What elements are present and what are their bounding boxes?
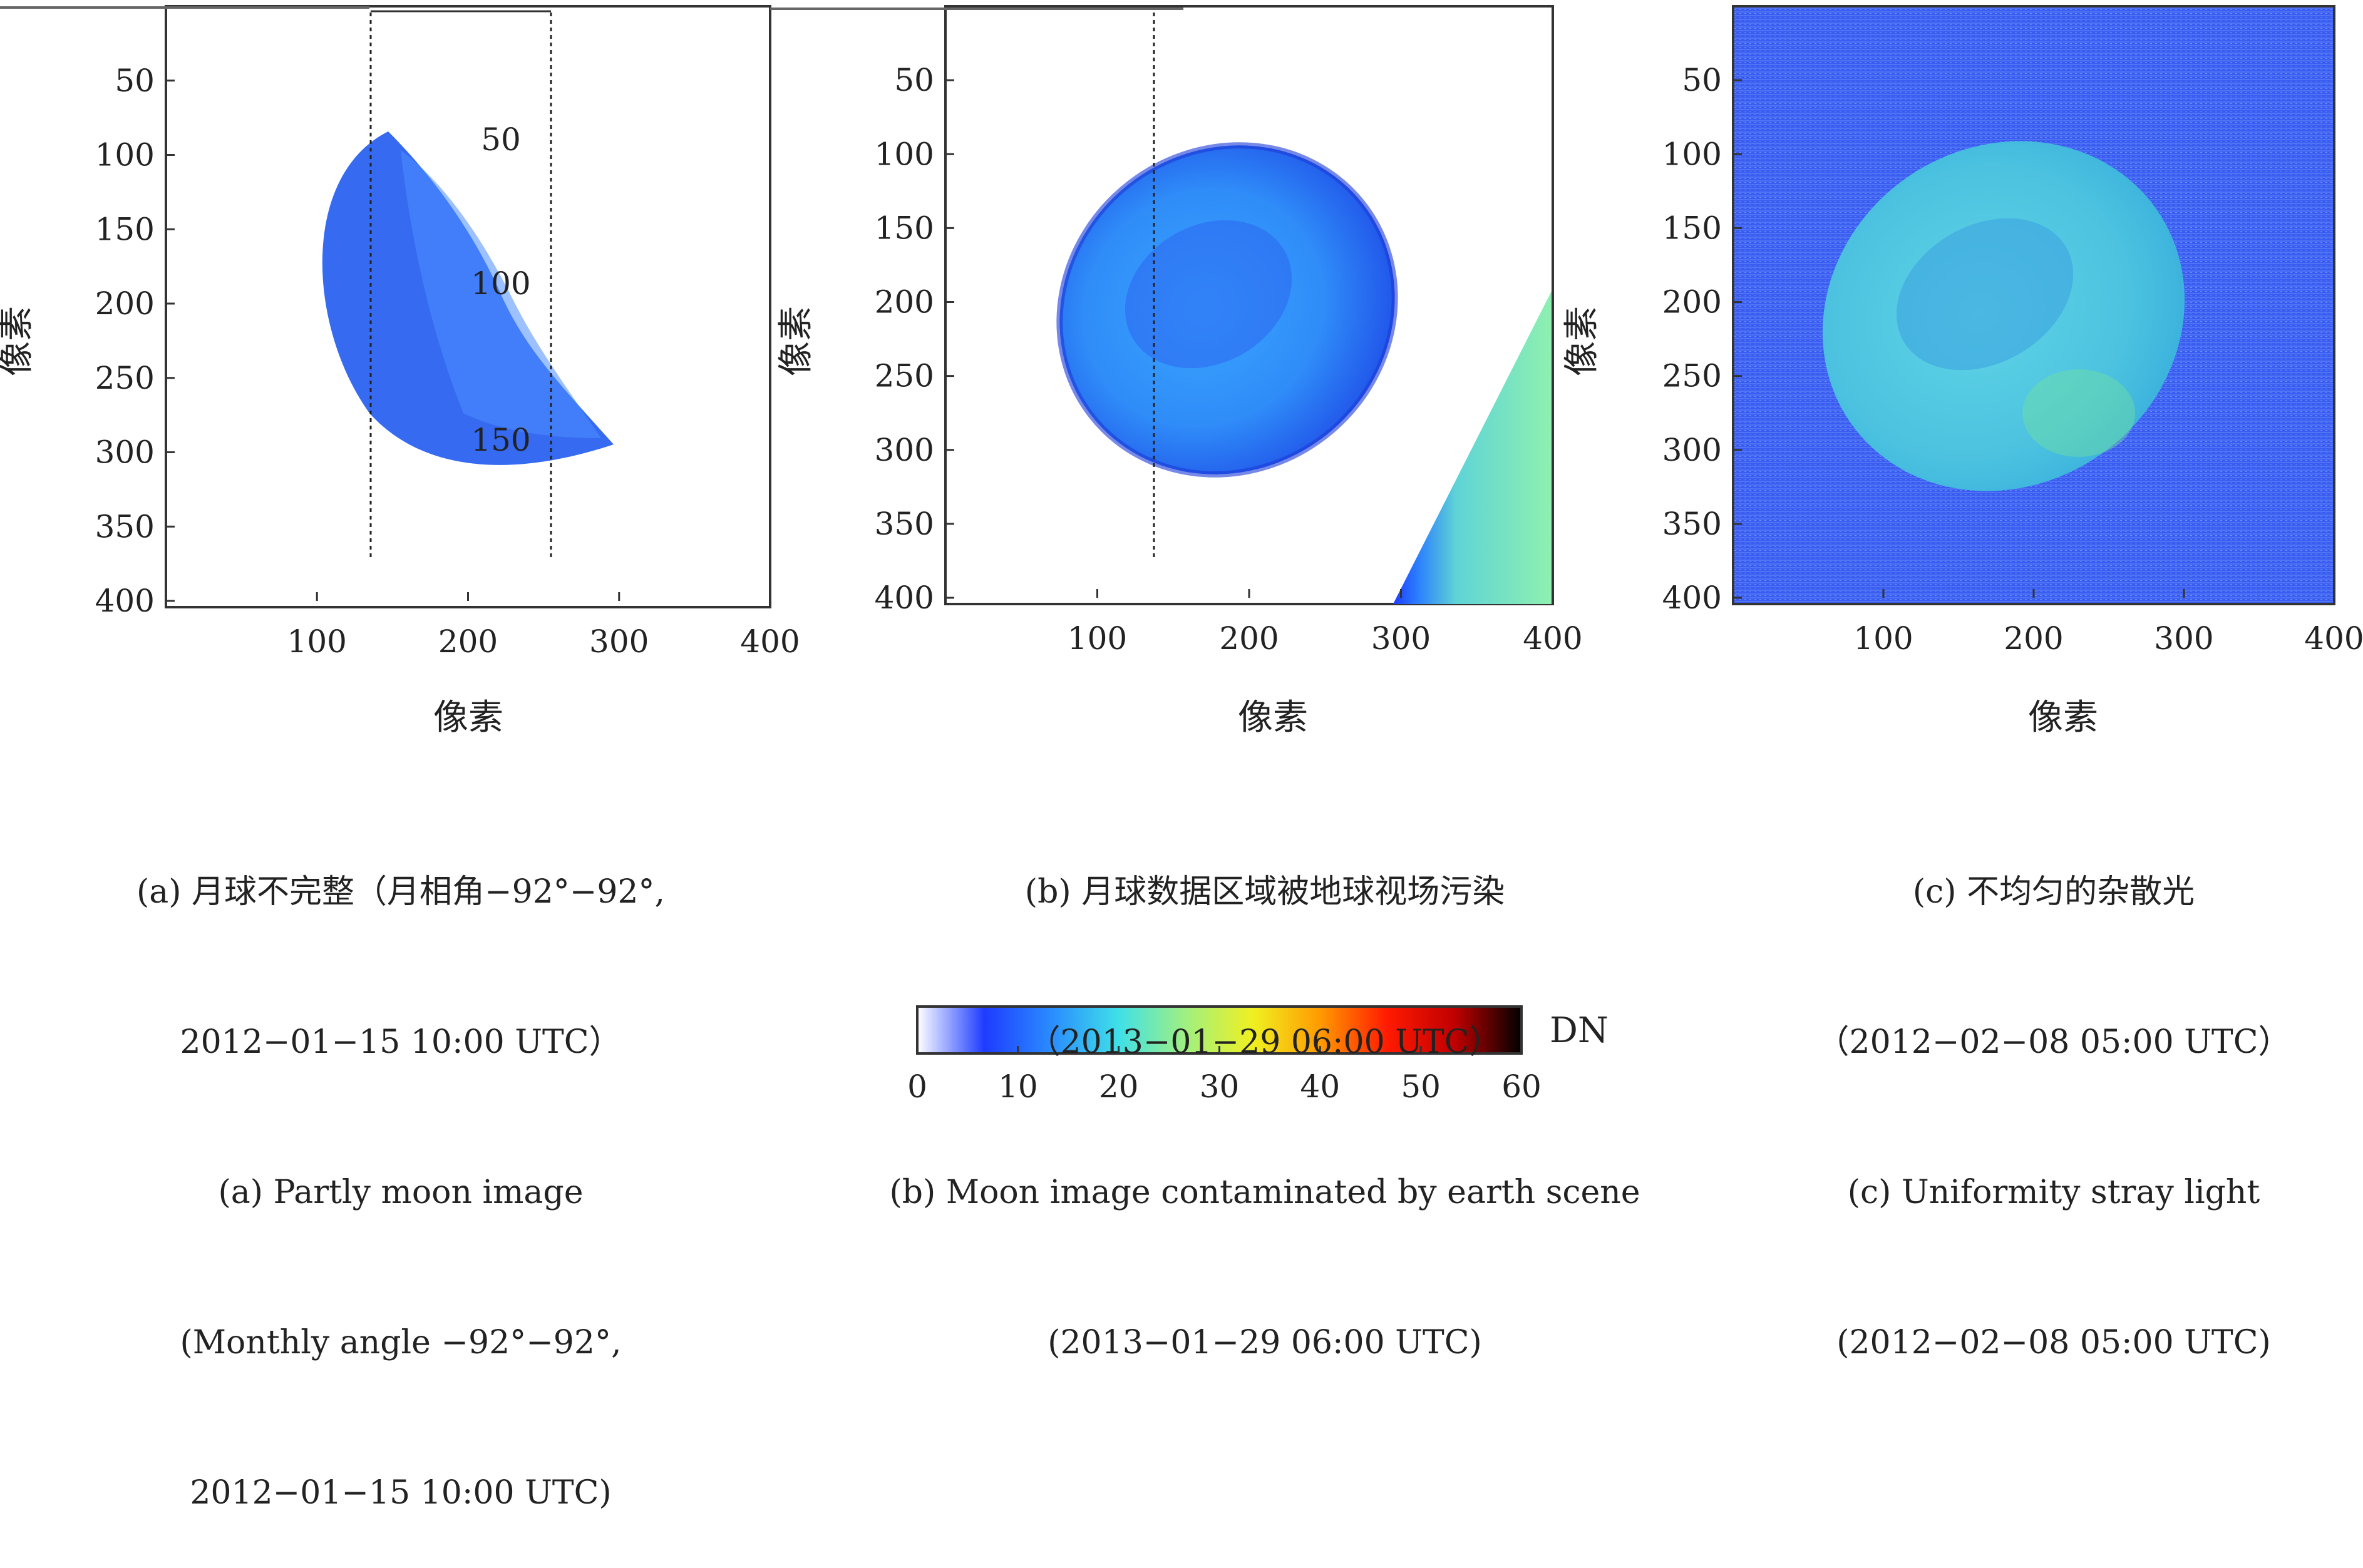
x-tick-label: 100	[1853, 620, 1913, 657]
y-tick-label: 200	[95, 285, 155, 322]
y-tick-label: 250	[1662, 358, 1722, 394]
panel-a-caption-en-2: (Monthly angle −92°−92°,	[180, 1324, 622, 1361]
colorbar-tick-label: 40	[1300, 1068, 1341, 1105]
panel-b-moon-rim	[1056, 142, 1398, 478]
y-tick-label: 400	[1662, 580, 1722, 616]
panel-b-caption-zh-2: （2013−01−29 06:00 UTC）	[1027, 1023, 1502, 1061]
inset-tick-label: 50	[481, 121, 521, 158]
colorbar-tick-label: 30	[1200, 1068, 1240, 1105]
panel-b-xlabel: 像素	[1238, 697, 1308, 738]
y-tick-label: 100	[95, 137, 155, 173]
inset-tick-label: 150	[471, 422, 530, 458]
x-tick-label: 300	[589, 623, 649, 660]
panel-c-caption-zh-1: (c) 不均匀的杂散光	[1912, 873, 2195, 911]
y-tick-label: 100	[875, 136, 934, 172]
panel-c-caption-zh-2: （2012−02−08 05:00 UTC）	[1816, 1023, 2291, 1061]
panel-a-caption-zh-1: (a) 月球不完整（月相角−92°−92°,	[136, 873, 666, 911]
panel-a-ylabel: 像素	[0, 306, 37, 376]
y-tick-label: 150	[875, 210, 934, 246]
panel-b-caption-en-2: (2013−01−29 06:00 UTC)	[1048, 1324, 1482, 1361]
panel-c-caption-en-1: (c) Uniformity stray light	[1847, 1174, 2260, 1211]
panel-a-y-ticks: 50 100 150 200 250 300 350 400	[95, 63, 175, 619]
x-tick-label: 200	[1219, 620, 1279, 657]
panel-c-moon-highland	[2022, 369, 2135, 457]
colorbar-bar	[916, 1005, 1523, 1055]
colorbar: DN 0 10 20 30 40 50 60	[907, 1005, 1609, 1105]
y-tick-label: 50	[1682, 62, 1722, 98]
x-tick-label: 100	[1068, 620, 1127, 657]
y-tick-label: 300	[1662, 432, 1722, 468]
y-tick-label: 50	[894, 62, 934, 98]
colorbar-tick-label: 20	[1099, 1068, 1139, 1105]
panel-a-caption: (a) 月球不完整（月相角−92°−92°, 2012−01−15 10:00 …	[125, 767, 676, 1568]
y-tick-label: 50	[115, 63, 155, 99]
panel-a-inset-ticks: 50 100 150	[471, 121, 530, 458]
x-tick-label: 400	[1523, 620, 1582, 657]
panel-c-moon-maria	[1896, 218, 2074, 371]
y-tick-label: 150	[1662, 210, 1722, 246]
y-tick-label: 350	[1662, 506, 1722, 542]
x-tick-label: 400	[740, 623, 800, 660]
panel-b-y-ticks: 50 100 150 200 250 300 350 400	[875, 62, 954, 616]
panel-a-x-ticks: 100 200 300 400	[287, 592, 800, 660]
panel-c-y-ticks: 50 100 150 200 250 300 350 400	[1662, 62, 1742, 616]
panel-b-ylabel: 像素	[776, 306, 816, 376]
y-tick-label: 250	[95, 360, 155, 396]
x-tick-label: 300	[1371, 620, 1431, 657]
y-tick-label: 400	[95, 583, 155, 619]
panel-c-ylabel: 像素	[1562, 306, 1602, 376]
x-tick-label: 200	[2004, 620, 2063, 657]
y-tick-label: 200	[1662, 284, 1722, 320]
y-tick-label: 150	[95, 211, 155, 247]
panel-b-moon-maria	[1125, 220, 1292, 369]
y-tick-label: 200	[875, 284, 934, 320]
panel-a: 50 100 150 200 250 300 350 400 100 200 300 400 50 1…	[0, 5, 800, 738]
colorbar-label: DN	[1550, 1010, 1609, 1051]
colorbar-tick-label: 50	[1401, 1068, 1441, 1105]
panel-c-caption: (c) 不均匀的杂散光 （2012−02−08 05:00 UTC） (c) U…	[1741, 767, 2363, 1418]
x-tick-label: 200	[438, 623, 498, 660]
x-tick-label: 400	[2304, 620, 2363, 657]
y-tick-label: 100	[1662, 136, 1722, 172]
x-tick-label: 300	[2154, 620, 2213, 657]
colorbar-tick-label: 10	[998, 1068, 1038, 1105]
panel-a-caption-en-1: (a) Partly moon image	[218, 1174, 584, 1211]
y-tick-label: 300	[95, 434, 155, 471]
y-tick-label: 250	[875, 358, 934, 394]
y-tick-label: 400	[875, 580, 934, 616]
panel-c-xlabel: 像素	[2028, 697, 2098, 738]
panel-c-x-ticks: 100 200 300 400	[1853, 589, 2363, 657]
colorbar-tick-label: 0	[907, 1068, 927, 1105]
y-tick-label: 350	[95, 508, 155, 545]
y-tick-label: 300	[875, 432, 934, 468]
panel-b-caption-zh-1: (b) 月球数据区域被地球视场污染	[1024, 873, 1505, 911]
inset-tick-label: 100	[471, 265, 530, 302]
panel-a-caption-zh-2: 2012−01−15 10:00 UTC）	[180, 1023, 622, 1061]
panel-a-xlabel: 像素	[433, 697, 503, 738]
panel-b-caption: (b) 月球数据区域被地球视场污染 （2013−01−29 06:00 UTC）…	[852, 767, 1678, 1418]
y-tick-label: 350	[875, 506, 934, 542]
panel-b-x-ticks: 100 200 300 400	[1068, 589, 1583, 657]
panel-c-caption-en-2: (2012−02−08 05:00 UTC)	[1836, 1324, 2271, 1361]
panel-b-caption-en-1: (b) Moon image contaminated by earth sce…	[889, 1174, 1640, 1211]
panel-a-caption-en-3: 2012−01−15 10:00 UTC)	[190, 1474, 612, 1512]
colorbar-ticks: 0 10 20 30 40 50 60	[907, 1046, 1542, 1105]
x-tick-label: 100	[287, 623, 347, 660]
colorbar-tick-label: 60	[1501, 1068, 1542, 1105]
panel-b-earth-scene	[1393, 291, 1552, 604]
